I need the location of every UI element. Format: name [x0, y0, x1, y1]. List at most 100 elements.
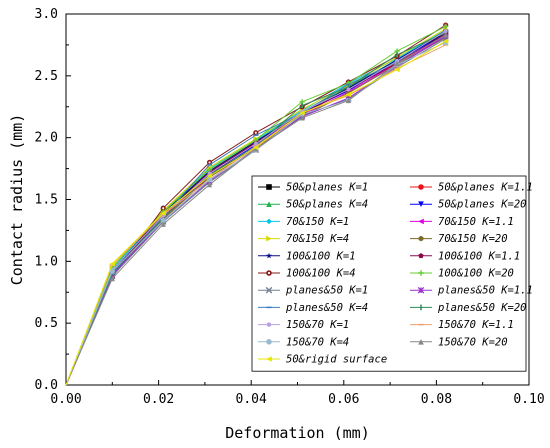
data-point	[266, 270, 272, 276]
y-tick-label: 1.0	[35, 254, 58, 269]
legend-label: 150&70 K=4	[286, 336, 349, 348]
legend-label: 70&150 K=4	[286, 233, 349, 245]
legend-item: 70&150 K=20	[410, 233, 508, 245]
legend-item: 100&100 K=1	[258, 250, 356, 262]
legend-item: 70&150 K=1	[258, 216, 349, 228]
y-tick-label: 0.5	[35, 316, 58, 331]
legend-item: planes&50 K=4	[258, 302, 368, 314]
legend-label: 70&150 K=1	[286, 216, 349, 228]
legend-label: 100&100 K=4	[286, 268, 356, 280]
legend-item: 100&100 K=4	[258, 268, 356, 280]
legend-label: 150&70 K=20	[438, 336, 508, 348]
legend-item: 50&rigid surface	[258, 354, 387, 366]
series-layer	[65, 22, 449, 386]
legend-label: 50&planes K=1.1	[438, 182, 533, 194]
legend-label: 150&70 K=1	[286, 319, 349, 331]
data-point	[109, 261, 115, 267]
data-point	[345, 91, 352, 97]
data-point	[394, 67, 400, 73]
data-point	[417, 286, 425, 294]
legend-label: 100&100 K=1.1	[438, 250, 520, 262]
legend-item: 100&100 K=1.1	[410, 250, 520, 262]
legend-item: 70&150 K=1.1	[410, 216, 514, 228]
y-axis-title: Contact radius (mm)	[8, 114, 26, 286]
legend-item: 50&planes K=20	[410, 199, 527, 211]
data-point	[443, 29, 448, 34]
legend-label: 150&70 K=1.1	[438, 319, 514, 331]
data-point	[345, 97, 352, 104]
data-point	[443, 23, 449, 29]
data-point	[109, 276, 115, 282]
data-point	[266, 322, 272, 327]
legend-item: 150&70 K=1	[258, 319, 349, 331]
data-point	[265, 286, 273, 294]
data-point	[266, 356, 272, 362]
data-point	[299, 115, 305, 121]
x-tick-label: 0.02	[143, 392, 174, 407]
y-tick-label: 1.5	[35, 193, 58, 208]
data-point	[253, 141, 258, 146]
legend-item: planes&50 K=20	[410, 302, 527, 314]
legend-label: 50&rigid surface	[286, 354, 387, 366]
x-tick-label: 0.08	[421, 392, 452, 407]
legend-item: 150&70 K=1.1	[410, 319, 514, 331]
data-point	[394, 60, 400, 67]
data-point	[266, 235, 272, 242]
legend-label: 50&planes K=20	[438, 199, 527, 211]
y-tick-label: 2.5	[35, 69, 58, 84]
legend: 50&planes K=1 50&planes K=1.1 50&planes K=…	[251, 175, 533, 372]
x-tick-label: 0.04	[236, 392, 267, 407]
legend-item: 50&planes K=4	[258, 199, 368, 211]
x-tick-label: 0.10	[513, 392, 544, 407]
data-point	[266, 201, 272, 207]
data-point	[266, 252, 272, 259]
data-point	[443, 38, 449, 44]
data-point	[266, 339, 272, 345]
x-tick-label: 0.00	[50, 392, 81, 407]
legend-item: 100&100 K=20	[410, 268, 514, 280]
data-point	[109, 268, 115, 274]
legend-item: 50&planes K=1.1	[410, 182, 533, 194]
legend-box	[251, 175, 527, 372]
legend-item: planes&50 K=1.1	[410, 285, 533, 297]
data-point	[206, 173, 213, 179]
legend-label: 50&planes K=4	[286, 199, 368, 211]
data-point	[266, 218, 272, 225]
data-point	[206, 177, 213, 183]
data-point	[418, 253, 424, 259]
data-point	[346, 87, 351, 92]
legend-label: planes&50 K=4	[285, 302, 368, 314]
data-point	[443, 32, 449, 38]
legend-label: planes&50 K=1	[285, 285, 368, 297]
legend-item: 150&70 K=4	[258, 336, 349, 348]
legend-label: 50&planes K=1	[286, 182, 368, 194]
data-point	[160, 221, 166, 227]
data-point	[206, 182, 213, 188]
data-point	[253, 144, 259, 151]
data-point	[160, 205, 166, 211]
x-axis-title: Deformation (mm)	[225, 424, 370, 442]
y-tick-label: 3.0	[35, 7, 58, 22]
legend-label: 100&100 K=20	[438, 268, 514, 280]
data-point	[418, 218, 424, 225]
data-point	[160, 217, 166, 224]
data-point	[266, 184, 272, 190]
legend-item: planes&50 K=1	[258, 285, 368, 297]
series	[65, 38, 449, 386]
legend-item: 70&150 K=4	[258, 233, 349, 245]
data-point	[418, 270, 424, 276]
data-point	[299, 110, 305, 116]
data-point	[418, 184, 424, 190]
legend-item: 150&70 K=20	[410, 336, 508, 348]
y-tick-label: 2.0	[35, 131, 58, 146]
data-point	[418, 201, 424, 207]
data-point	[418, 339, 424, 345]
legend-label: planes&50 K=1.1	[437, 285, 533, 297]
data-point	[418, 235, 424, 242]
legend-item: 50&planes K=1	[258, 182, 368, 194]
y-tick-label: 0.0	[35, 378, 58, 393]
legend-label: 70&150 K=20	[438, 233, 508, 245]
data-point	[160, 210, 166, 216]
legend-label: 100&100 K=1	[286, 250, 356, 262]
